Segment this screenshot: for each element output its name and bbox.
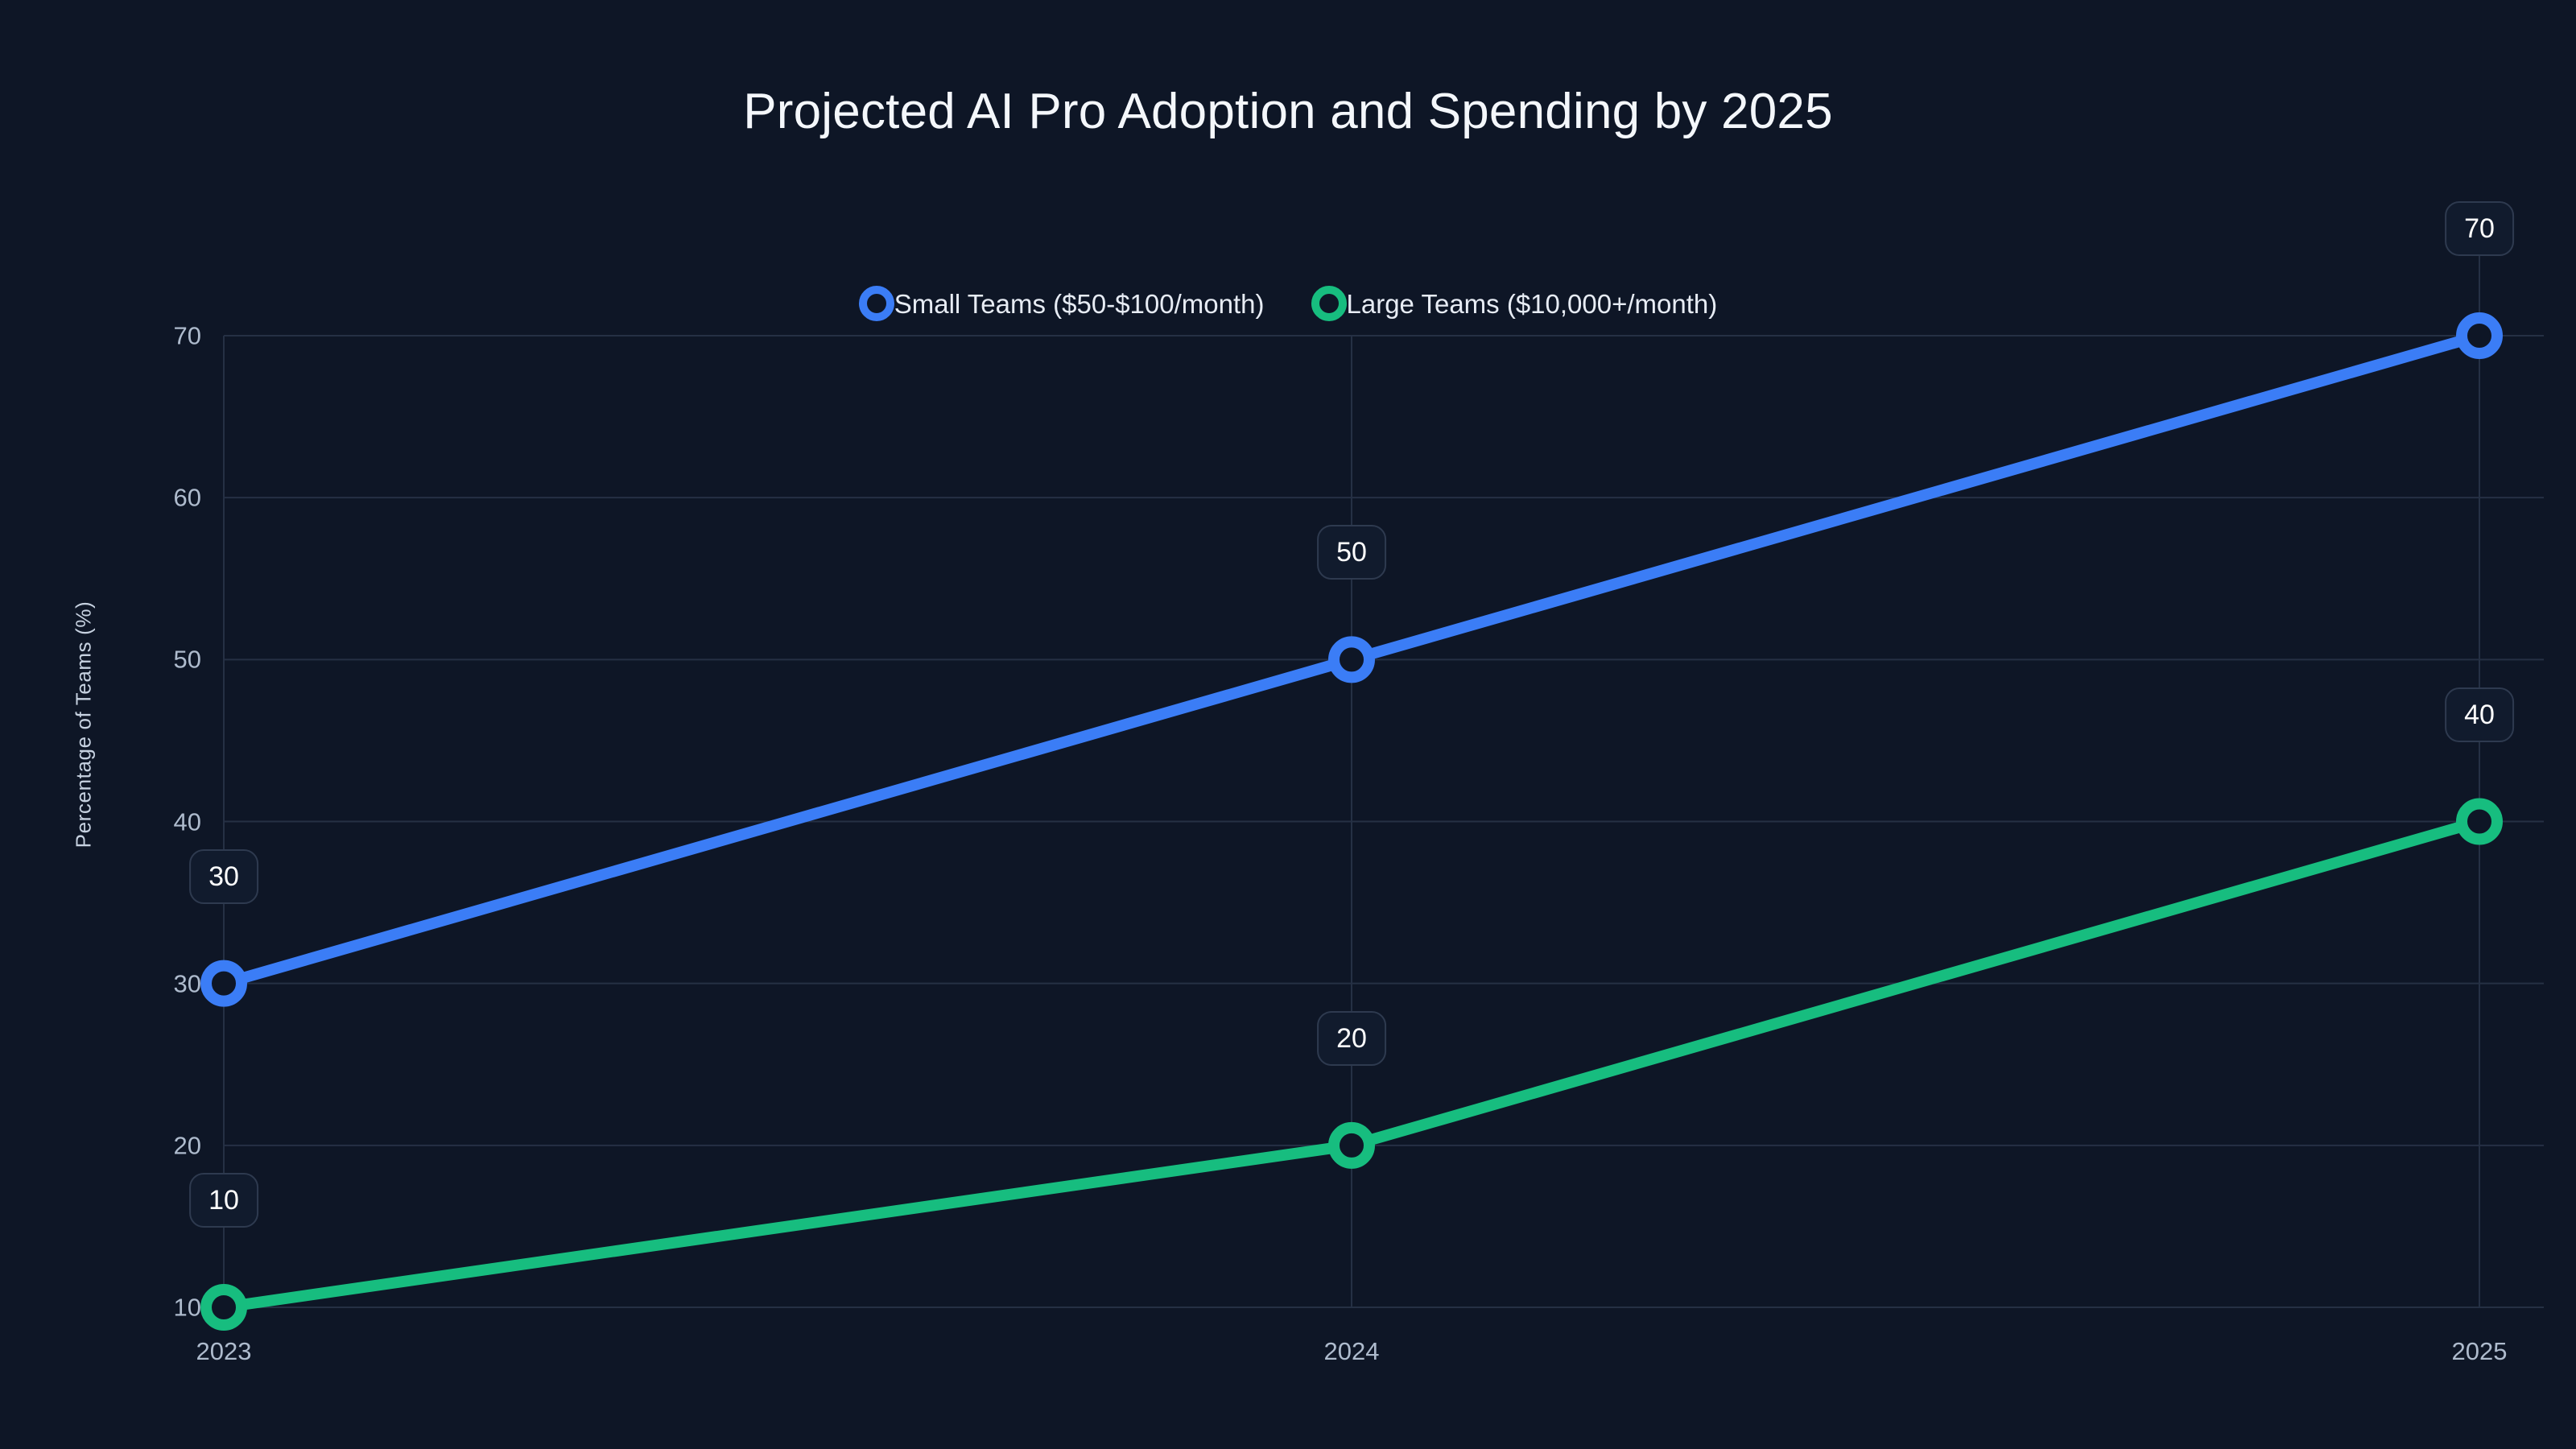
data-point-marker[interactable] <box>1328 636 1375 683</box>
chart-legend: Small Teams ($50-$100/month) Large Teams… <box>0 286 2576 321</box>
data-point-value-label: 10 <box>189 1173 258 1228</box>
legend-item-label: Large Teams ($10,000+/month) <box>1346 288 1718 319</box>
data-point-value-label: 50 <box>1317 525 1386 580</box>
data-point-marker[interactable] <box>2456 312 2503 359</box>
x-axis-tick-label: 2023 <box>196 1337 252 1365</box>
legend-item-label: Small Teams ($50-$100/month) <box>894 288 1265 319</box>
y-axis-ticks: 10 20 30 40 50 60 70 <box>113 0 201 1449</box>
legend-item-large-teams[interactable]: Large Teams ($10,000+/month) <box>1311 286 1718 321</box>
data-point-value-label: 40 <box>2445 687 2514 742</box>
data-point-value-label: 30 <box>189 848 258 904</box>
data-point-marker[interactable] <box>1328 1121 1375 1169</box>
y-axis-tick-label: 20 <box>173 1131 201 1160</box>
data-point-value-label: 20 <box>1317 1010 1386 1066</box>
data-point-marker[interactable] <box>200 1284 247 1331</box>
data-point-marker[interactable] <box>2456 798 2503 845</box>
legend-item-small-teams[interactable]: Small Teams ($50-$100/month) <box>858 286 1265 321</box>
y-axis-tick-label: 70 <box>173 321 201 350</box>
legend-ring-marker-icon <box>1311 286 1347 321</box>
data-point-marker[interactable] <box>200 960 247 1007</box>
chart-title: Projected AI Pro Adoption and Spending b… <box>743 84 1833 139</box>
y-axis-tick-label: 40 <box>173 807 201 836</box>
horizontal-gridlines <box>224 335 2544 1308</box>
y-axis-tick-label: 60 <box>173 483 201 512</box>
y-axis-tick-label: 30 <box>173 969 201 998</box>
y-axis-tick-label: 50 <box>173 645 201 674</box>
data-point-value-label: 70 <box>2445 201 2514 256</box>
legend-ring-marker-icon <box>858 286 894 321</box>
x-axis-tick-label: 2024 <box>1323 1337 1380 1365</box>
x-axis-tick-label: 2025 <box>2451 1337 2508 1365</box>
y-axis-tick-label: 10 <box>173 1293 201 1322</box>
series-markers <box>200 312 2503 1331</box>
